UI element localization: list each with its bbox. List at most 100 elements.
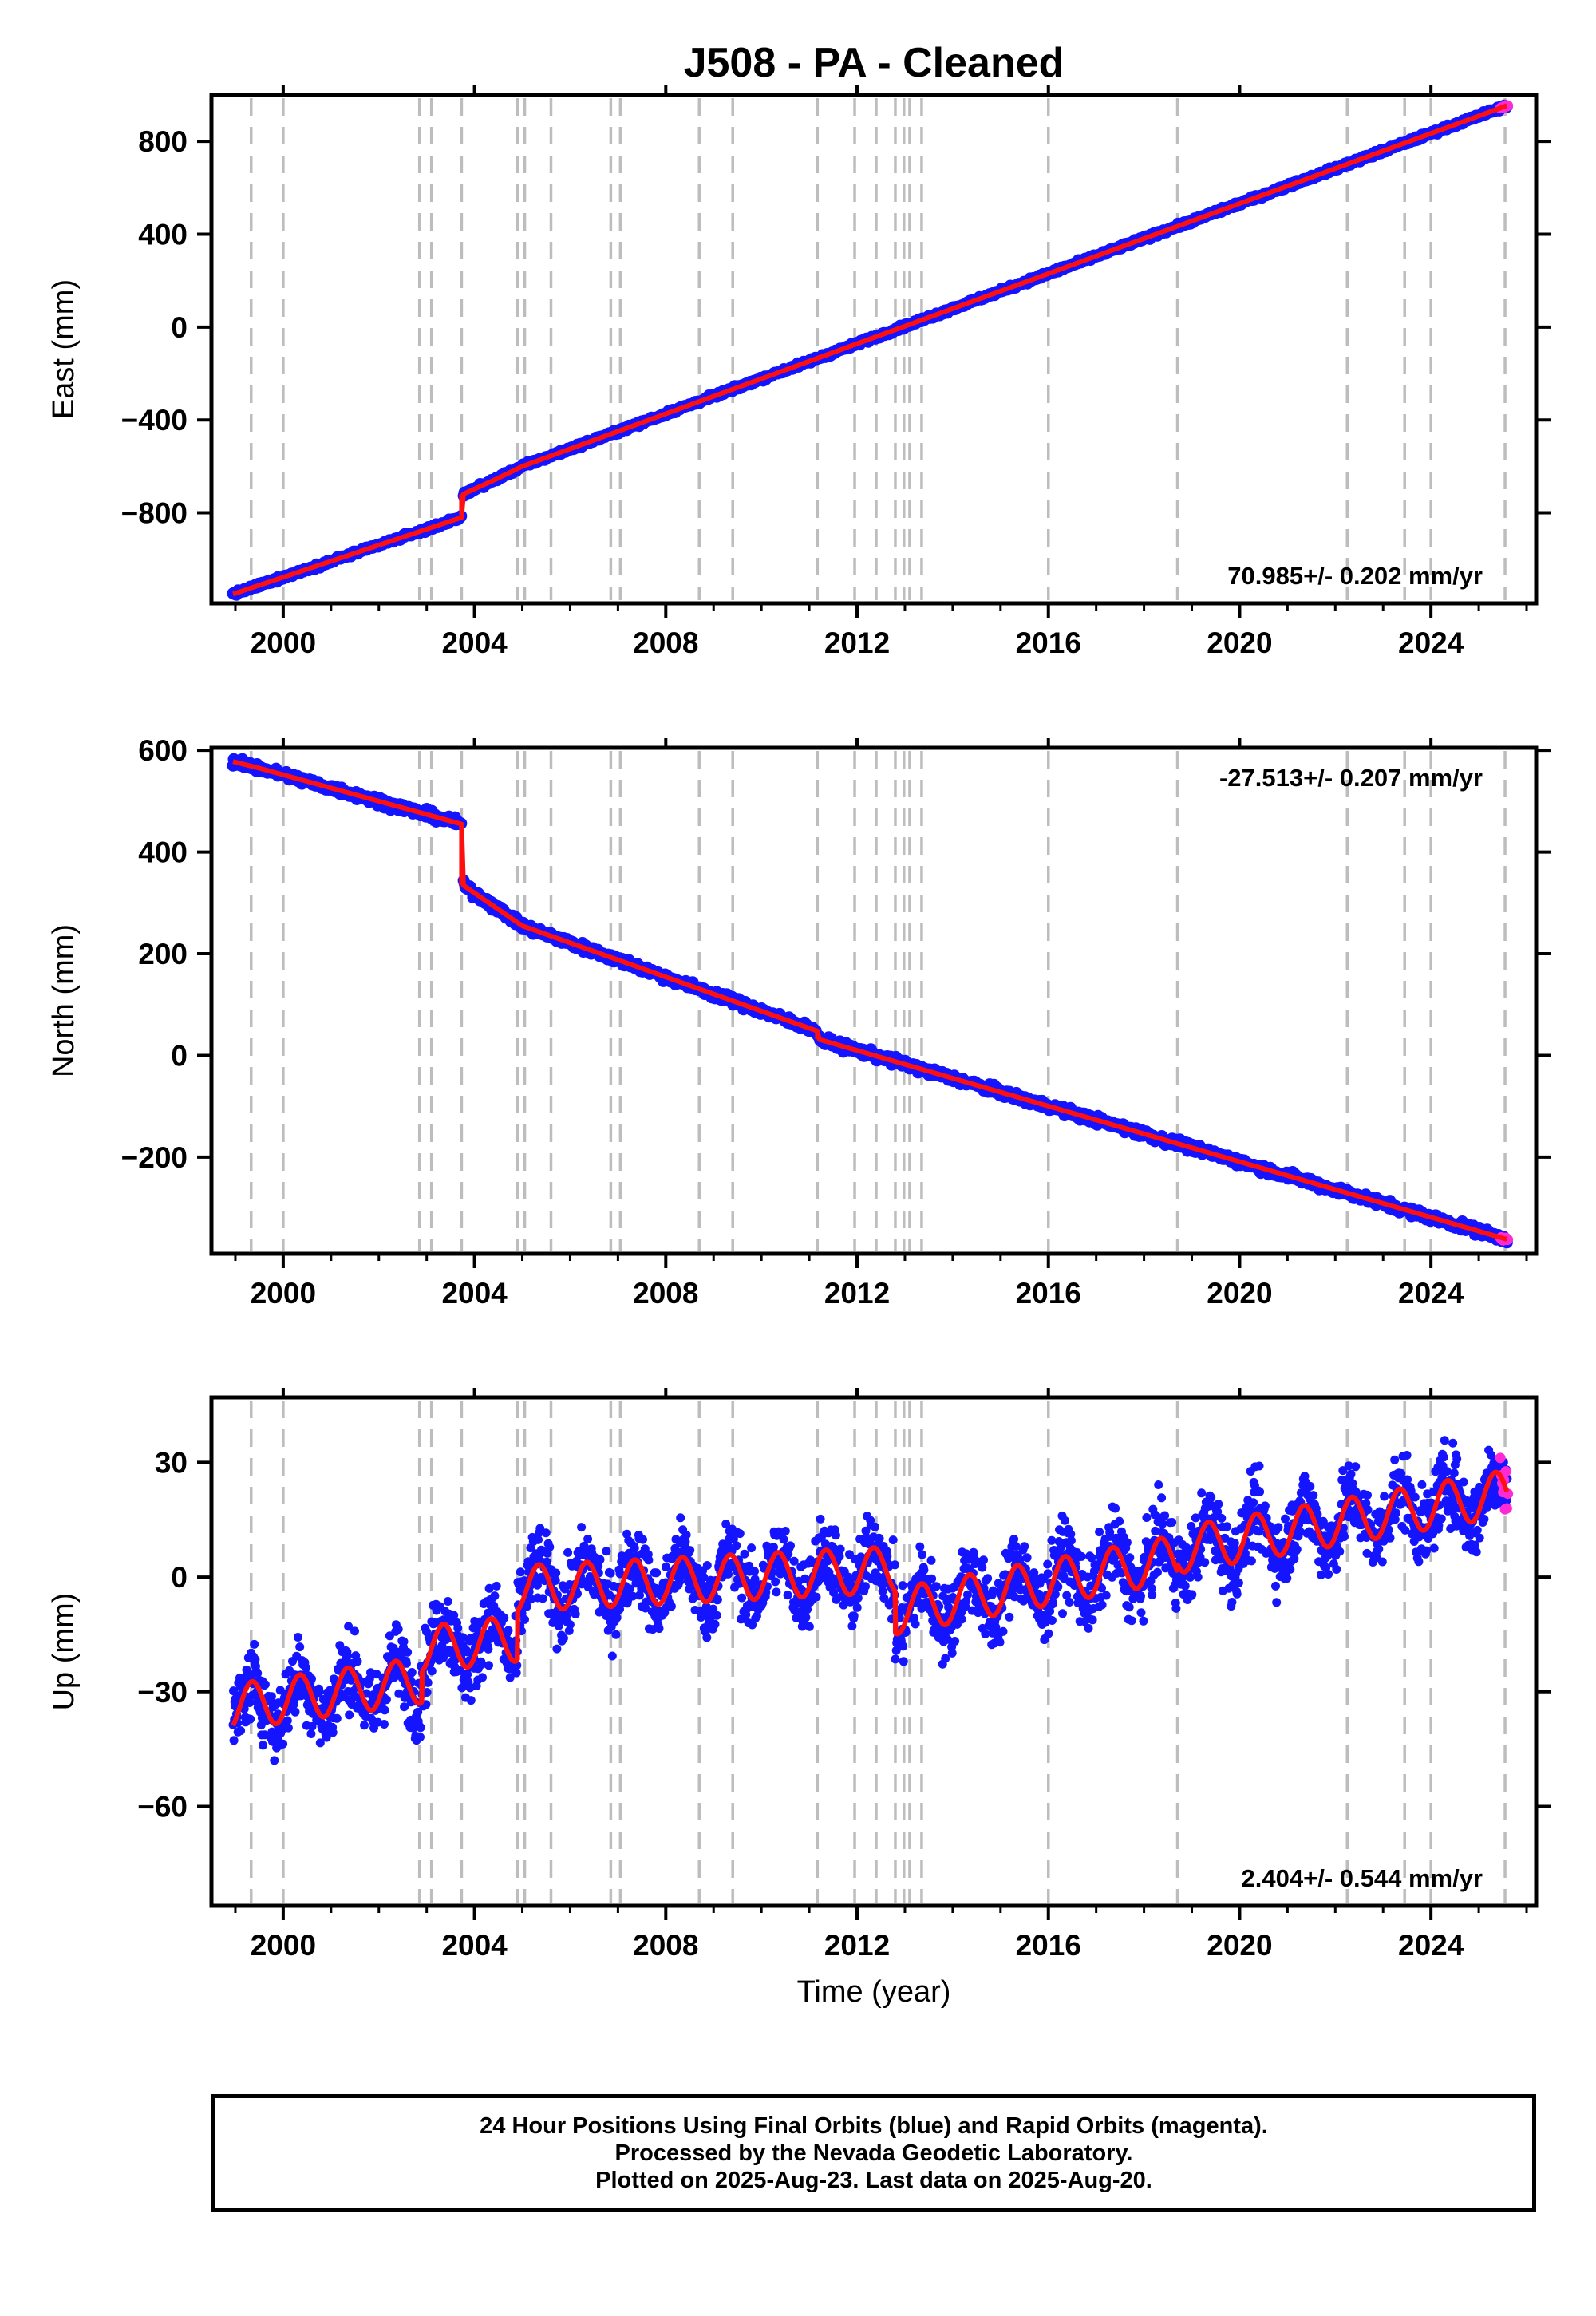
data-point (915, 1542, 925, 1551)
data-point (577, 1523, 587, 1532)
y-tick-label: −800 (121, 497, 188, 530)
data-point (735, 1529, 745, 1539)
x-tick-label: 2008 (633, 626, 698, 659)
y-tick-label: 0 (171, 311, 188, 344)
data-point (236, 1726, 246, 1736)
data-point (926, 1555, 936, 1565)
data-point (565, 1620, 575, 1630)
data-point (927, 1574, 937, 1583)
data-point (710, 1619, 720, 1629)
data-point (630, 1543, 639, 1553)
x-tick-label: 2016 (1016, 626, 1081, 659)
data-point (563, 1547, 573, 1557)
data-point (611, 1630, 621, 1639)
data-point (1043, 1569, 1053, 1579)
data-point (492, 1581, 501, 1591)
data-point (836, 1544, 845, 1554)
data-point (295, 1642, 305, 1652)
data-point (998, 1626, 1008, 1636)
x-tick-label: 2012 (824, 626, 890, 659)
data-point (957, 1614, 966, 1624)
data-point (314, 1687, 324, 1697)
data-point (1044, 1629, 1053, 1638)
data-point (293, 1633, 302, 1642)
data-point (545, 1543, 555, 1551)
data-point (353, 1657, 362, 1666)
data-point (771, 1577, 780, 1587)
data-point (416, 1733, 425, 1742)
x-tick-label: 2000 (251, 626, 316, 659)
data-point (995, 1638, 1005, 1647)
x-tick-label: 2004 (441, 626, 508, 659)
data-point (772, 1587, 781, 1597)
data-point (552, 1644, 562, 1654)
data-point (662, 1563, 670, 1571)
data-point (342, 1651, 352, 1661)
data-point (891, 1560, 899, 1570)
data-point (681, 1530, 691, 1539)
data-point (891, 1654, 900, 1664)
data-point (399, 1637, 409, 1646)
data-point (918, 1550, 927, 1559)
x-tick-label: 2008 (633, 1277, 698, 1310)
data-point (702, 1633, 712, 1642)
data-point (849, 1611, 859, 1621)
data-point (732, 1541, 741, 1551)
x-tick-label: 2024 (1398, 626, 1464, 659)
x-tick-label: 2012 (824, 1277, 890, 1310)
y-tick-label: 0 (171, 1039, 188, 1072)
data-point (551, 1575, 560, 1585)
x-tick-label: 2024 (1398, 1277, 1464, 1310)
y-tick-label: −400 (121, 404, 188, 437)
data-point (466, 1696, 476, 1705)
data-point (504, 1626, 513, 1635)
data-point (786, 1541, 795, 1551)
data-point (283, 1723, 293, 1733)
data-point (861, 1582, 870, 1591)
x-tick-label: 2016 (1016, 1277, 1081, 1310)
data-point (270, 1756, 279, 1765)
model-fit-line (231, 103, 1509, 597)
data-point (478, 1673, 487, 1682)
north-panel: 2000 2004 2008 2012 2016 2020 20246004002000−2… (47, 734, 1551, 1310)
data-point (259, 1741, 267, 1750)
data-point (453, 1623, 463, 1633)
data-point (831, 1531, 840, 1540)
data-point (747, 1543, 757, 1553)
data-point (345, 1710, 354, 1720)
data-point (602, 1547, 611, 1556)
final-orbit-points (228, 1436, 1512, 1765)
data-point (449, 1611, 459, 1620)
data-point (350, 1626, 359, 1636)
data-point (978, 1563, 987, 1572)
data-point (1020, 1542, 1029, 1551)
data-point (380, 1705, 389, 1715)
data-point (750, 1567, 759, 1576)
data-point (712, 1611, 721, 1620)
x-tick-label: 2000 (251, 1277, 316, 1310)
data-point (898, 1581, 907, 1591)
data-point (789, 1556, 799, 1566)
y-tick-label: 600 (138, 734, 188, 767)
plot-frame (209, 93, 1539, 606)
data-point (644, 1555, 654, 1565)
data-point (484, 1644, 493, 1654)
data-point (484, 1661, 493, 1670)
y-tick-label: 400 (138, 219, 188, 251)
data-point (870, 1522, 879, 1531)
data-point (801, 1613, 811, 1622)
data-point (783, 1591, 792, 1600)
data-point (888, 1535, 898, 1545)
data-point (666, 1602, 676, 1611)
data-point (571, 1610, 580, 1618)
data-point (979, 1555, 988, 1565)
data-point (520, 1614, 529, 1624)
data-point (516, 1567, 525, 1577)
data-point (381, 1695, 391, 1705)
data-point (541, 1528, 551, 1538)
data-point (551, 1568, 561, 1578)
data-point (302, 1663, 311, 1673)
data-point (332, 1713, 342, 1723)
final-orbit-points (227, 753, 1513, 1249)
data-point (380, 1720, 389, 1729)
